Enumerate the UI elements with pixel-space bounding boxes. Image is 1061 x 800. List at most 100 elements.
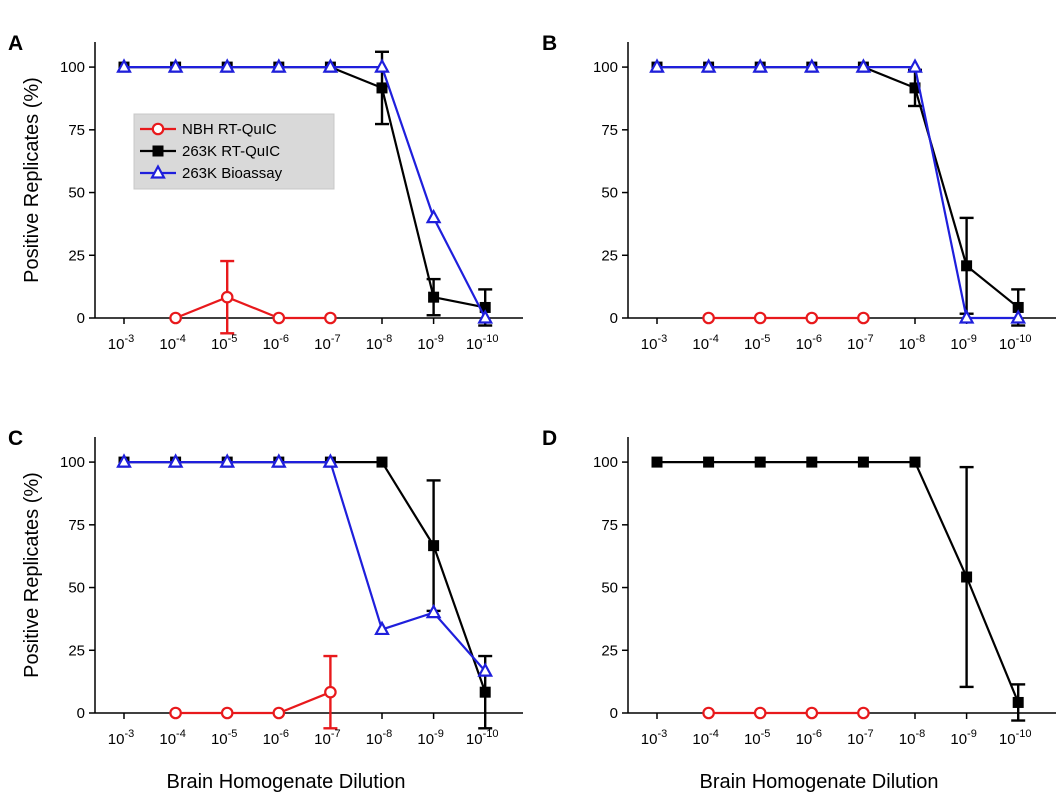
data-point (806, 456, 818, 468)
data-point (479, 686, 491, 698)
legend-marker (151, 122, 165, 136)
series-nbh-rt-quic (169, 654, 338, 730)
data-point (857, 311, 870, 325)
data-point (1012, 696, 1024, 708)
x-tick-label: 10-3 (108, 728, 134, 748)
x-tick-label: 10-7 (847, 333, 873, 353)
y-tick-label: 75 (68, 517, 85, 534)
data-point (219, 453, 236, 468)
data-point (116, 453, 132, 468)
data-point (907, 58, 923, 73)
x-tick-label: 10-3 (641, 333, 667, 353)
data-point (753, 311, 767, 325)
series-line (657, 460, 1020, 703)
y-tick-label: 0 (610, 705, 618, 722)
x-tick-label: 10-10 (466, 728, 499, 748)
data-point (270, 453, 287, 468)
data-point (270, 58, 287, 73)
data-point (374, 620, 390, 636)
data-point (374, 58, 390, 73)
x-tick-label: 10-8 (366, 333, 392, 353)
data-point (425, 208, 442, 224)
data-point (428, 291, 440, 303)
x-tick-label: 10-10 (999, 333, 1032, 353)
panel-a: A 0 25 50 75 100 10-3 10-4 10-5 10-6 10-7 10-8 10-9 1… (8, 32, 523, 353)
data-point (805, 311, 819, 325)
data-point (324, 311, 337, 325)
data-point (272, 311, 286, 325)
panel-letter: C (8, 427, 23, 450)
y-axis-title: Positive Replicates (%) (21, 472, 43, 678)
data-point (702, 311, 715, 325)
x-tick-label: 10-8 (899, 728, 925, 748)
x-tick-label: 10-8 (899, 333, 925, 353)
panel-b: B 0 25 50 75 100 10-3 10-4 10-5 10-6 10-7 10-8 10-9 1… (542, 32, 1056, 353)
x-tick-label: 10-4 (692, 333, 718, 353)
data-point (376, 82, 388, 94)
data-point (219, 58, 236, 73)
legend-marker (152, 145, 164, 157)
y-tick-label: 75 (601, 517, 618, 534)
x-tick-label: 10-4 (692, 728, 718, 748)
panel-letter: D (542, 427, 557, 450)
data-point (857, 706, 870, 720)
data-point (700, 58, 717, 73)
series-line (124, 460, 487, 672)
data-point (754, 456, 766, 468)
y-tick-label: 50 (601, 580, 618, 597)
data-point (702, 706, 715, 720)
x-tick-label: 10-9 (417, 728, 443, 748)
x-tick-label: 10-10 (466, 333, 499, 353)
x-tick-label: 10-7 (314, 333, 340, 353)
x-tick-label: 10-9 (417, 333, 443, 353)
x-tick-label: 10-6 (263, 333, 289, 353)
data-point (649, 58, 665, 73)
x-tick-label: 10-5 (744, 333, 770, 353)
x-axis-title: Brain Homogenate Dilution (166, 771, 405, 793)
panel-c: C 0 25 50 75 100 10-3 10-4 10-5 10-6 10-7 10-8 10-9 1… (8, 427, 523, 748)
data-point (169, 706, 182, 720)
series-263k-rt-quic (651, 456, 1026, 722)
x-tick-label: 10-5 (211, 333, 237, 353)
series-263k-rt-quic (118, 456, 493, 730)
y-tick-label: 50 (601, 185, 618, 202)
legend-label: 263K Bioassay (182, 165, 283, 182)
x-tick-label: 10-7 (847, 728, 873, 748)
data-point (477, 662, 494, 677)
y-tick-label: 25 (601, 642, 618, 659)
series-line (657, 65, 1019, 320)
data-point (477, 309, 494, 324)
data-point (961, 571, 973, 583)
y-tick-label: 50 (68, 580, 85, 597)
data-point (961, 260, 973, 272)
data-point (428, 540, 440, 552)
y-tick-label: 0 (77, 310, 85, 327)
series-line (175, 691, 331, 715)
series-263k-rt-quic (651, 61, 1026, 327)
y-tick-label: 75 (68, 122, 85, 139)
x-tick-label: 10-5 (211, 728, 237, 748)
legend-marker (150, 164, 166, 179)
data-point (324, 685, 337, 699)
x-axis-title: Brain Homogenate Dilution (699, 771, 938, 793)
series-263k-bioassay (116, 58, 494, 324)
x-tick-label: 10-5 (744, 728, 770, 748)
data-point (376, 456, 388, 468)
data-point (322, 58, 339, 73)
panel-d: D 0 25 50 75 100 10-3 10-4 10-5 10-6 10-7 10-8 10-9 1… (542, 427, 1056, 748)
y-axis-title: Positive Replicates (%) (21, 77, 43, 283)
x-tick-label: 10-3 (108, 333, 134, 353)
series-nbh-rt-quic (169, 259, 337, 335)
data-point (425, 603, 442, 619)
series-nbh-rt-quic (702, 706, 870, 720)
y-tick-label: 100 (593, 59, 618, 76)
data-point (855, 58, 872, 73)
data-point (272, 706, 286, 720)
y-tick-label: 25 (601, 247, 618, 264)
data-point (167, 453, 184, 468)
data-point (803, 58, 820, 73)
y-tick-label: 100 (593, 454, 618, 471)
x-tick-label: 10-8 (366, 728, 392, 748)
legend: NBH RT-QuIC 263K RT-QuIC 263K Bioassay (133, 113, 335, 190)
